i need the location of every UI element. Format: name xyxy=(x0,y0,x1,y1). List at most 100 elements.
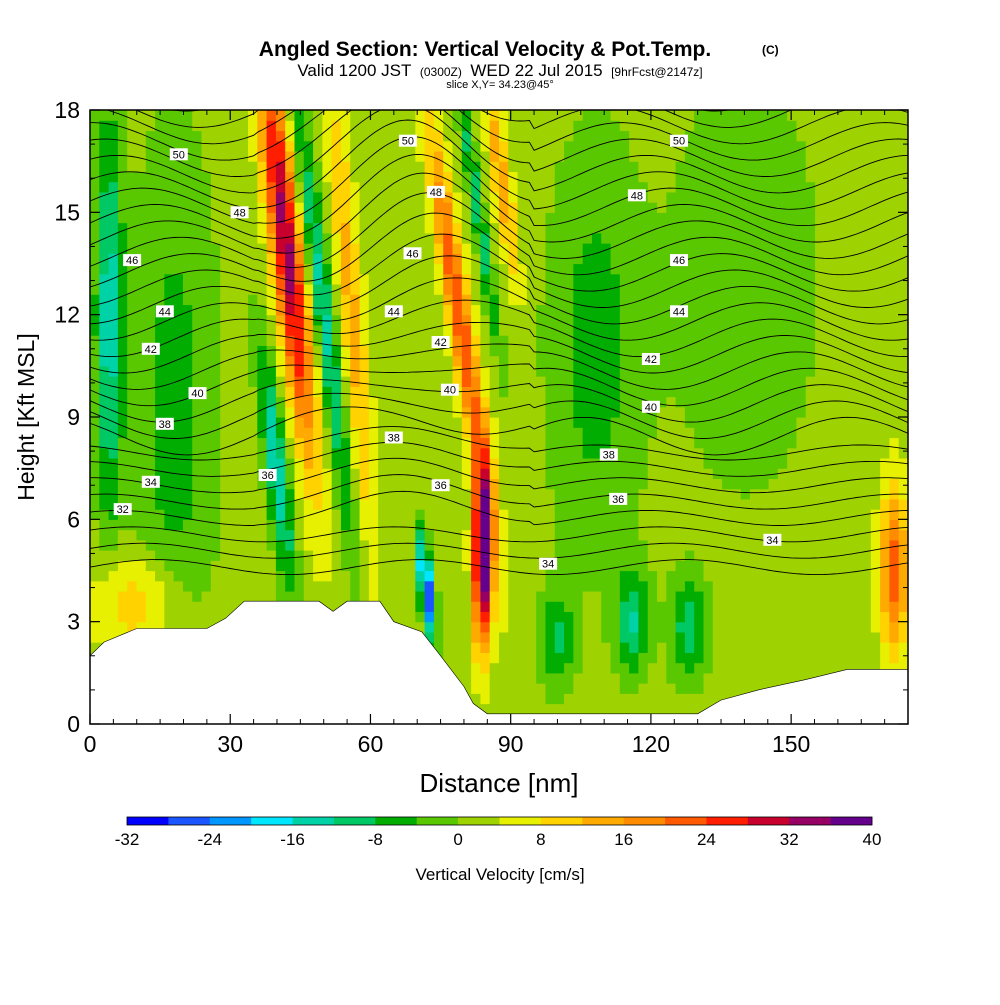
velocity-cell xyxy=(266,550,277,561)
velocity-cell xyxy=(443,202,454,213)
velocity-cell xyxy=(610,335,621,346)
velocity-cell xyxy=(303,283,314,295)
velocity-cell xyxy=(694,345,705,357)
velocity-cell xyxy=(796,447,807,459)
velocity-cell xyxy=(275,120,286,132)
velocity-cell xyxy=(731,672,742,684)
velocity-cell xyxy=(108,161,119,172)
velocity-cell xyxy=(536,191,547,203)
velocity-cell xyxy=(117,590,128,602)
velocity-cell xyxy=(796,324,807,336)
velocity-cell xyxy=(536,519,547,531)
velocity-cell xyxy=(517,601,528,613)
velocity-cell xyxy=(564,693,574,705)
velocity-cell xyxy=(461,642,472,653)
velocity-cell xyxy=(647,642,658,653)
velocity-cell xyxy=(722,417,732,428)
velocity-cell xyxy=(238,570,249,582)
velocity-cell xyxy=(350,304,361,316)
velocity-cell xyxy=(368,273,379,285)
velocity-cell xyxy=(833,273,844,285)
velocity-cell xyxy=(545,212,556,224)
velocity-cell xyxy=(340,396,351,408)
velocity-cell xyxy=(768,590,779,602)
velocity-cell xyxy=(526,304,537,316)
velocity-cell xyxy=(638,693,649,705)
velocity-cell xyxy=(601,253,612,265)
velocity-cell xyxy=(722,355,732,367)
velocity-cell xyxy=(229,314,240,326)
velocity-cell xyxy=(229,191,240,203)
velocity-cell xyxy=(833,611,844,623)
velocity-cell xyxy=(108,621,119,633)
velocity-cell xyxy=(554,376,565,387)
velocity-cell xyxy=(805,294,816,306)
velocity-cell xyxy=(238,447,249,459)
velocity-cell xyxy=(378,570,389,582)
velocity-cell xyxy=(378,509,389,520)
velocity-cell xyxy=(666,161,677,172)
velocity-cell xyxy=(136,202,147,213)
velocity-cell xyxy=(601,672,612,684)
velocity-cell xyxy=(303,345,314,357)
velocity-cell xyxy=(331,263,342,275)
velocity-cell xyxy=(452,171,463,183)
velocity-cell xyxy=(164,590,175,602)
velocity-cell xyxy=(117,150,128,162)
velocity-cell xyxy=(90,560,100,572)
velocity-cell xyxy=(759,140,770,152)
velocity-cell xyxy=(313,560,323,572)
velocity-cell xyxy=(796,621,807,633)
velocity-cell xyxy=(378,427,389,439)
velocity-cell xyxy=(155,498,165,510)
velocity-cell xyxy=(313,437,323,449)
velocity-cell xyxy=(499,662,509,674)
velocity-cell xyxy=(629,672,640,684)
velocity-cell xyxy=(545,488,556,500)
velocity-cell xyxy=(619,447,630,459)
velocity-cell xyxy=(127,468,138,479)
velocity-cell xyxy=(201,488,212,500)
velocity-cell xyxy=(675,509,686,520)
velocity-cell xyxy=(322,560,333,572)
velocity-cell xyxy=(210,191,221,203)
velocity-cell xyxy=(638,498,649,510)
velocity-cell xyxy=(722,652,732,664)
velocity-cell xyxy=(201,590,212,602)
velocity-cell xyxy=(666,631,677,643)
velocity-cell xyxy=(647,437,658,449)
velocity-cell xyxy=(480,110,491,121)
velocity-cell xyxy=(694,529,705,541)
velocity-cell xyxy=(248,478,258,490)
velocity-cell xyxy=(582,509,593,520)
velocity-cell xyxy=(145,427,156,439)
velocity-cell xyxy=(108,253,119,265)
velocity-cell xyxy=(266,427,277,439)
velocity-cell xyxy=(694,683,705,694)
velocity-cell xyxy=(526,693,537,705)
velocity-cell xyxy=(777,590,788,602)
velocity-cell xyxy=(675,222,686,234)
velocity-cell xyxy=(433,396,444,408)
velocity-cell xyxy=(684,314,695,326)
velocity-cell xyxy=(740,550,751,561)
velocity-cell xyxy=(573,110,584,121)
velocity-cell xyxy=(833,478,844,490)
velocity-cell xyxy=(787,171,798,183)
velocity-cell xyxy=(564,662,574,674)
velocity-cell xyxy=(424,335,435,346)
velocity-cell xyxy=(331,498,342,510)
velocity-cell xyxy=(842,529,853,541)
velocity-cell xyxy=(564,611,574,623)
velocity-cell xyxy=(777,273,788,285)
velocity-cell xyxy=(331,191,342,203)
velocity-cell xyxy=(136,447,147,459)
velocity-cell xyxy=(787,550,798,561)
velocity-cell xyxy=(824,539,835,551)
velocity-cell xyxy=(815,386,825,398)
velocity-cell xyxy=(666,652,677,664)
velocity-cell xyxy=(452,580,463,592)
velocity-cell xyxy=(629,580,640,592)
velocity-cell xyxy=(331,324,342,336)
velocity-cell xyxy=(313,539,323,551)
